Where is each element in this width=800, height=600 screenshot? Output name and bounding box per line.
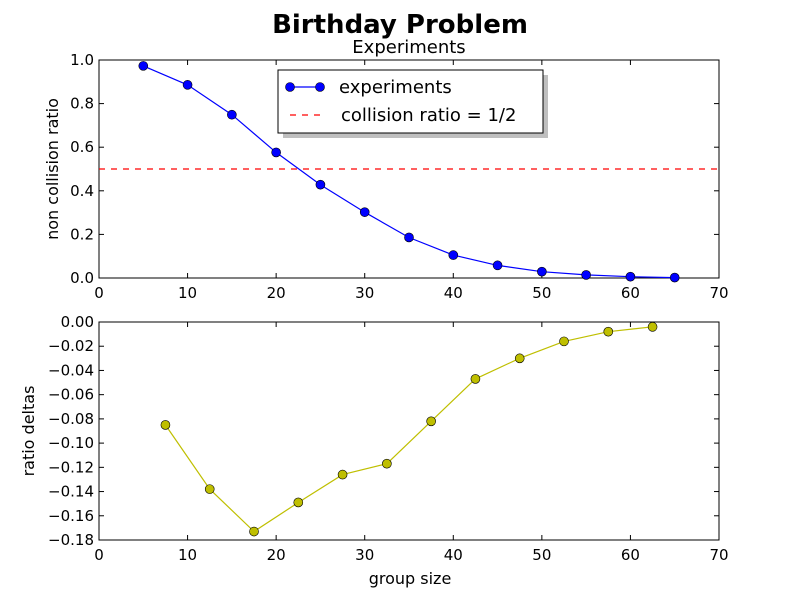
- bottom-data-point: [647, 322, 658, 332]
- bottom-data-point: [514, 353, 525, 364]
- top-y-tick-label: 0.8: [70, 95, 94, 113]
- bottom-y-axis-label: ratio deltas: [19, 386, 38, 477]
- top-x-tick-label: 40: [444, 284, 463, 302]
- bottom-x-axis-label: group size: [369, 569, 452, 588]
- top-data-point: [448, 250, 459, 260]
- top-data-point: [669, 272, 680, 283]
- top-y-axis-label: non collision ratio: [43, 98, 62, 240]
- top-y-tick-label: 0.6: [70, 138, 94, 156]
- top-data-point: [359, 207, 370, 217]
- top-y-tick-label: 1.0: [70, 51, 94, 69]
- bottom-y-tick-label: −0.18: [48, 531, 94, 549]
- figure-title: Birthday Problem: [272, 10, 528, 40]
- top-y-tick-label: 0.4: [70, 182, 94, 200]
- bottom-data-point: [293, 497, 304, 508]
- legend-experiments-marker: [285, 82, 295, 92]
- bottom-y-tick-label: −0.04: [48, 361, 94, 379]
- bottom-y-tick-label: −0.16: [48, 507, 94, 525]
- bottom-y-tick-label: 0.00: [61, 313, 94, 331]
- top-x-tick-label: 0: [94, 284, 104, 302]
- legend: experiments collision ratio = 1/2: [277, 69, 548, 138]
- top-y-tick-label: 0.0: [70, 269, 94, 287]
- top-data-point: [404, 232, 414, 243]
- top-x-tick-label: 60: [621, 284, 640, 302]
- top-y-tick-label: 0.2: [70, 225, 94, 243]
- legend-experiments-label: experiments: [339, 77, 452, 98]
- legend-collision-label: collision ratio = 1/2: [341, 105, 516, 126]
- top-data-point: [625, 271, 636, 282]
- legend-box: [277, 69, 544, 134]
- bottom-x-tick-label: 20: [267, 546, 286, 564]
- top-data-point: [138, 61, 149, 71]
- bottom-data-point: [160, 420, 171, 430]
- top-data-point: [537, 266, 547, 277]
- bottom-x-tick-label: 10: [178, 546, 197, 564]
- legend-experiments-marker: [315, 82, 325, 92]
- experiments-chart: 0 10 20 30 40 50 60 70 0.0 0.2 0.4 0.6 0.8 1.0 experim…: [70, 51, 728, 302]
- top-data-point: [492, 260, 503, 271]
- bottom-y-tick-label: −0.02: [48, 337, 94, 355]
- top-x-tick-label: 20: [267, 284, 286, 302]
- top-data-point: [315, 179, 326, 190]
- top-x-tick-label: 50: [532, 284, 551, 302]
- bottom-x-tick-label: 70: [709, 546, 728, 564]
- top-data-point: [227, 109, 237, 120]
- bottom-x-tick-label: 60: [621, 546, 640, 564]
- bottom-x-tick-label: 40: [444, 546, 463, 564]
- bottom-data-point: [559, 336, 569, 347]
- top-data-point: [271, 147, 281, 158]
- top-data-point: [581, 270, 591, 280]
- top-x-tick-label: 70: [709, 284, 728, 302]
- top-data-point: [182, 80, 193, 90]
- bottom-data-point: [426, 416, 436, 427]
- bottom-y-tick-label: −0.12: [48, 458, 94, 476]
- bottom-y-tick-label: −0.06: [48, 386, 94, 404]
- bottom-data-point: [382, 458, 392, 469]
- top-x-tick-label: 10: [178, 284, 197, 302]
- bottom-x-tick-label: 0: [94, 546, 104, 564]
- top-chart-title: Experiments: [352, 37, 465, 58]
- bottom-x-tick-label: 30: [355, 546, 374, 564]
- bottom-data-point: [603, 326, 614, 337]
- top-x-tick-label: 30: [355, 284, 374, 302]
- ratio-deltas-chart: 0 10 20 30 40 50 60 70 0.00 −0.02 −0.04 −0.06 −0.08 −…: [48, 313, 729, 564]
- bottom-data-point: [204, 484, 215, 494]
- bottom-y-tick-label: −0.10: [48, 434, 94, 452]
- bottom-plot-frame: [98, 321, 720, 541]
- bottom-data-point: [249, 526, 259, 537]
- bottom-data-point: [470, 374, 481, 384]
- bottom-data-point: [337, 469, 348, 480]
- bottom-x-tick-label: 50: [532, 546, 551, 564]
- bottom-y-tick-label: −0.14: [48, 483, 94, 501]
- bottom-y-tick-label: −0.08: [48, 410, 94, 428]
- bottom-series-line: [164, 326, 653, 533]
